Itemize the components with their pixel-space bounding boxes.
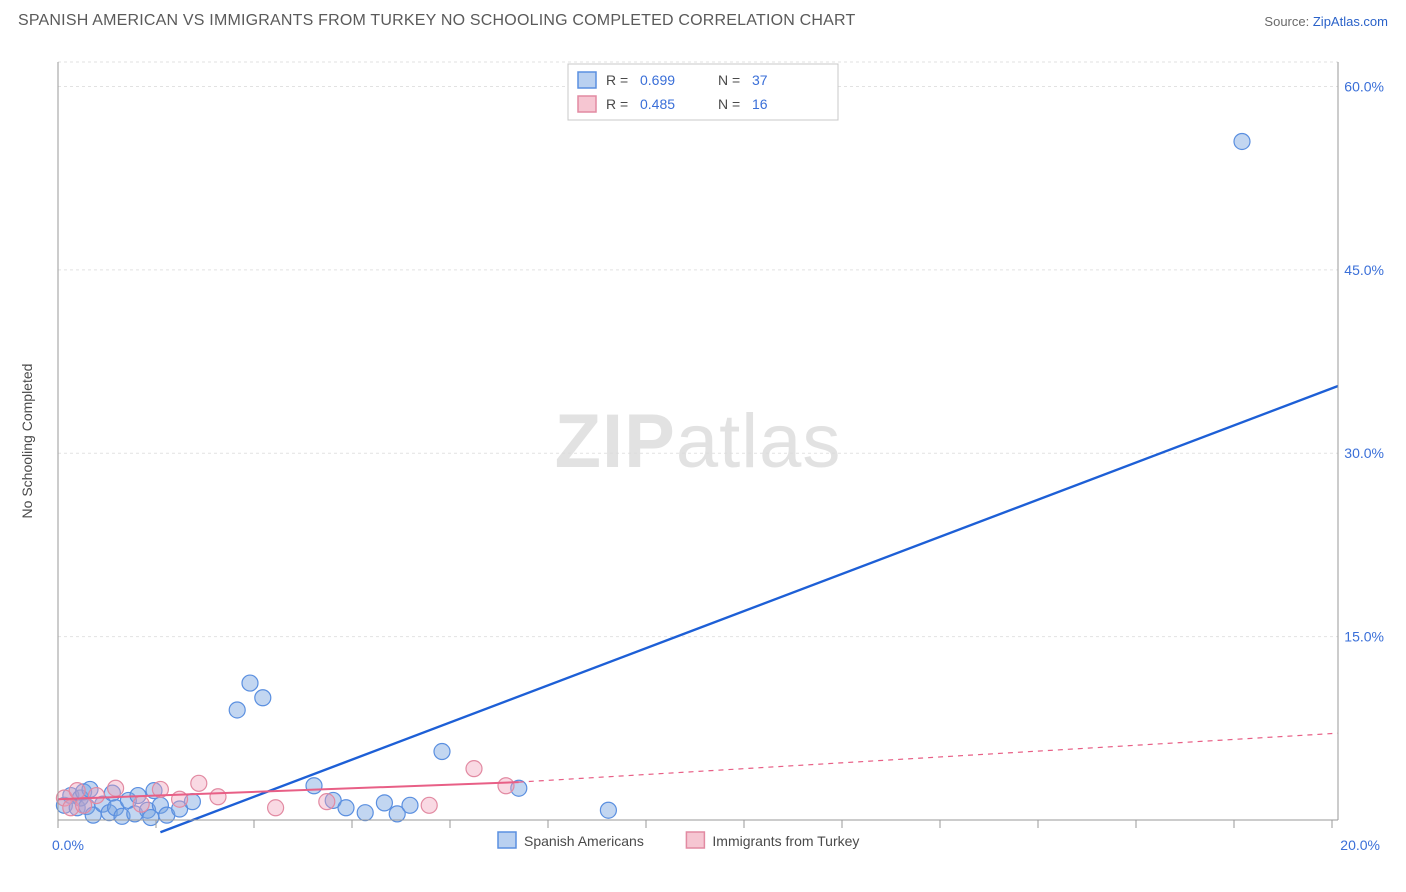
svg-text:R =: R = <box>606 72 628 88</box>
svg-text:0.699: 0.699 <box>640 72 675 88</box>
svg-text:45.0%: 45.0% <box>1344 262 1384 278</box>
correlation-scatter-chart: ZIPatlas 0.0% 20.0% 15.0% 30.0% 45.0% 60.0% No … <box>18 48 1388 878</box>
chart-source: Source: ZipAtlas.com <box>1264 14 1388 29</box>
svg-text:Immigrants from Turkey: Immigrants from Turkey <box>712 833 859 849</box>
svg-text:Spanish Americans: Spanish Americans <box>524 833 644 849</box>
svg-text:0.485: 0.485 <box>640 96 675 112</box>
svg-text:37: 37 <box>752 72 768 88</box>
svg-text:N =: N = <box>718 72 740 88</box>
source-link[interactable]: ZipAtlas.com <box>1313 14 1388 29</box>
svg-text:ZIPatlas: ZIPatlas <box>555 399 842 484</box>
chart-header: SPANISH AMERICAN VS IMMIGRANTS FROM TURK… <box>18 12 1388 42</box>
source-label: Source: <box>1264 14 1309 29</box>
svg-text:20.0%: 20.0% <box>1340 837 1380 853</box>
svg-text:N =: N = <box>718 96 740 112</box>
svg-text:R =: R = <box>606 96 628 112</box>
svg-text:16: 16 <box>752 96 768 112</box>
svg-text:15.0%: 15.0% <box>1344 629 1384 645</box>
svg-text:0.0%: 0.0% <box>52 837 84 853</box>
chart-title: SPANISH AMERICAN VS IMMIGRANTS FROM TURK… <box>18 12 855 29</box>
svg-text:30.0%: 30.0% <box>1344 445 1384 461</box>
svg-text:60.0%: 60.0% <box>1344 78 1384 94</box>
svg-text:No Schooling Completed: No Schooling Completed <box>19 364 35 519</box>
chart-container: ZIPatlas 0.0% 20.0% 15.0% 30.0% 45.0% 60.0% No … <box>18 48 1388 878</box>
